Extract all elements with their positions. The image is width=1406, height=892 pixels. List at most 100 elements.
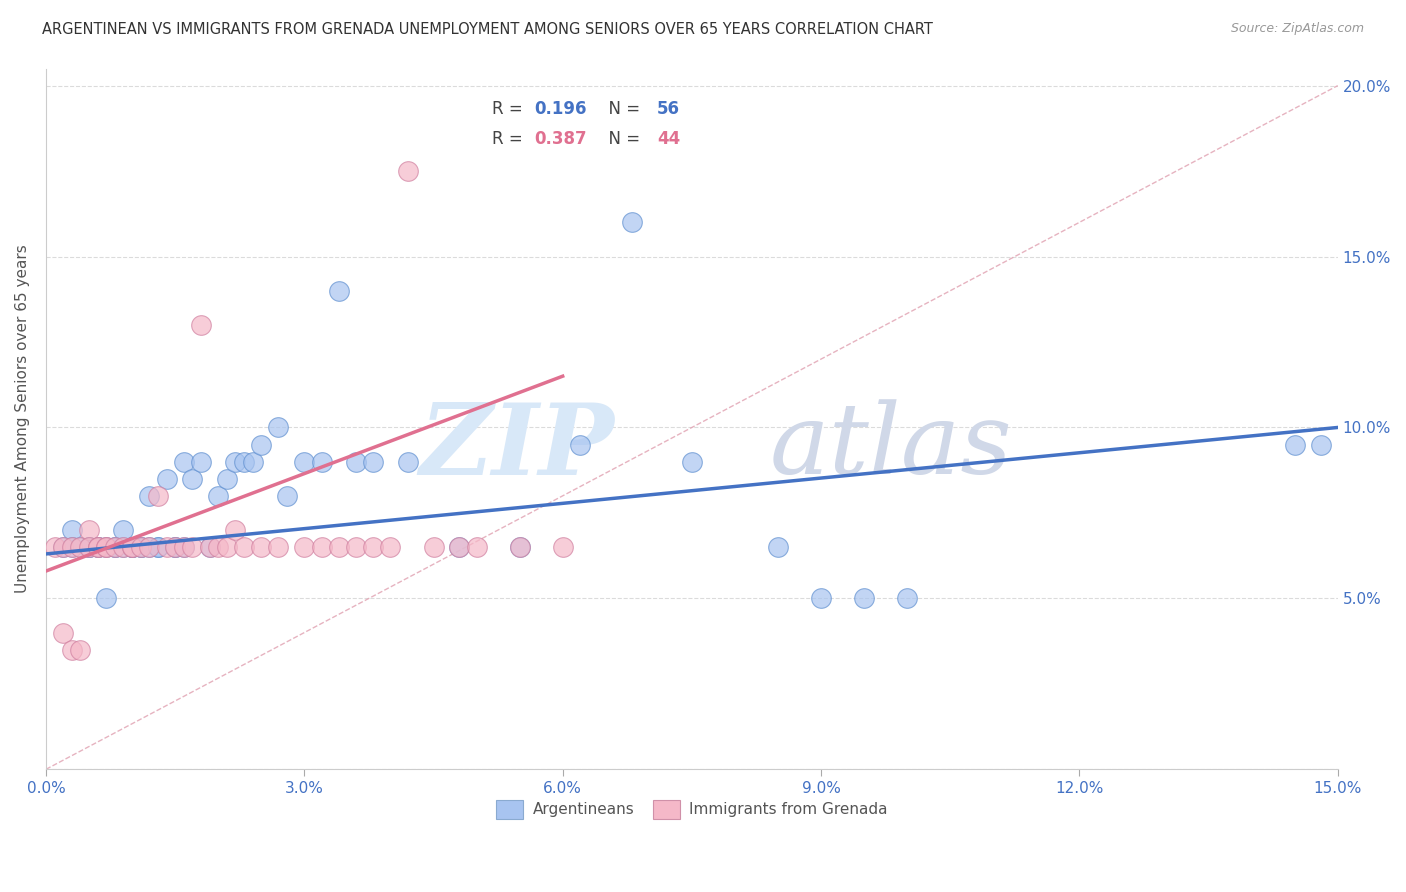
Point	[181, 472, 204, 486]
Point	[96, 591, 118, 606]
Y-axis label: Unemployment Among Seniors over 65 years: Unemployment Among Seniors over 65 years	[15, 244, 30, 593]
Point	[1309, 437, 1331, 451]
Point	[69, 540, 91, 554]
Point	[86, 540, 108, 554]
Text: 0.196: 0.196	[534, 100, 586, 118]
Point	[215, 540, 238, 554]
Point	[121, 540, 143, 554]
Point	[146, 540, 169, 554]
Point	[60, 523, 83, 537]
Point	[766, 540, 789, 554]
Point	[207, 489, 229, 503]
Point	[681, 455, 703, 469]
Point	[344, 455, 367, 469]
Point	[896, 591, 918, 606]
Point	[449, 540, 471, 554]
Point	[509, 540, 531, 554]
Point	[69, 540, 91, 554]
Point	[173, 540, 195, 554]
Point	[215, 472, 238, 486]
Point	[1284, 437, 1306, 451]
Point	[361, 455, 384, 469]
Point	[267, 540, 290, 554]
Point	[60, 540, 83, 554]
Point	[422, 540, 444, 554]
Point	[77, 540, 100, 554]
Point	[233, 540, 256, 554]
Legend: Argentineans, Immigrants from Grenada: Argentineans, Immigrants from Grenada	[489, 794, 894, 825]
Point	[112, 540, 135, 554]
Point	[207, 540, 229, 554]
Point	[121, 540, 143, 554]
Point	[242, 455, 264, 469]
Point	[250, 540, 273, 554]
Point	[138, 540, 160, 554]
Point	[396, 164, 419, 178]
Point	[86, 540, 108, 554]
Point	[52, 540, 75, 554]
Point	[380, 540, 402, 554]
Point	[104, 540, 127, 554]
Point	[146, 489, 169, 503]
Point	[396, 455, 419, 469]
Point	[112, 540, 135, 554]
Point	[129, 540, 152, 554]
Point	[181, 540, 204, 554]
Point	[77, 540, 100, 554]
Point	[155, 472, 177, 486]
Point	[344, 540, 367, 554]
Point	[77, 540, 100, 554]
Text: 56: 56	[657, 100, 681, 118]
Point	[165, 540, 187, 554]
Text: atlas: atlas	[769, 400, 1012, 494]
Point	[292, 455, 315, 469]
Point	[129, 540, 152, 554]
Point	[551, 540, 574, 554]
Point	[224, 523, 246, 537]
Point	[190, 318, 212, 332]
Text: R =: R =	[492, 100, 527, 118]
Point	[69, 642, 91, 657]
Point	[146, 540, 169, 554]
Text: N =: N =	[598, 129, 645, 147]
Point	[328, 540, 350, 554]
Point	[173, 540, 195, 554]
Point	[509, 540, 531, 554]
Point	[198, 540, 221, 554]
Point	[620, 215, 643, 229]
Point	[104, 540, 127, 554]
Point	[155, 540, 177, 554]
Point	[224, 455, 246, 469]
Point	[311, 540, 333, 554]
Point	[190, 455, 212, 469]
Point	[165, 540, 187, 554]
Point	[60, 540, 83, 554]
Point	[173, 455, 195, 469]
Text: 44: 44	[657, 129, 681, 147]
Point	[96, 540, 118, 554]
Point	[292, 540, 315, 554]
Point	[112, 523, 135, 537]
Text: R =: R =	[492, 129, 527, 147]
Point	[138, 540, 160, 554]
Text: 0.387: 0.387	[534, 129, 586, 147]
Point	[96, 540, 118, 554]
Point	[810, 591, 832, 606]
Point	[44, 540, 66, 554]
Point	[311, 455, 333, 469]
Point	[267, 420, 290, 434]
Point	[276, 489, 298, 503]
Point	[328, 284, 350, 298]
Point	[198, 540, 221, 554]
Point	[568, 437, 591, 451]
Point	[465, 540, 488, 554]
Text: Source: ZipAtlas.com: Source: ZipAtlas.com	[1230, 22, 1364, 36]
Point	[233, 455, 256, 469]
Point	[60, 642, 83, 657]
Point	[138, 489, 160, 503]
Point	[86, 540, 108, 554]
Point	[361, 540, 384, 554]
Point	[104, 540, 127, 554]
Text: N =: N =	[598, 100, 645, 118]
Point	[86, 540, 108, 554]
